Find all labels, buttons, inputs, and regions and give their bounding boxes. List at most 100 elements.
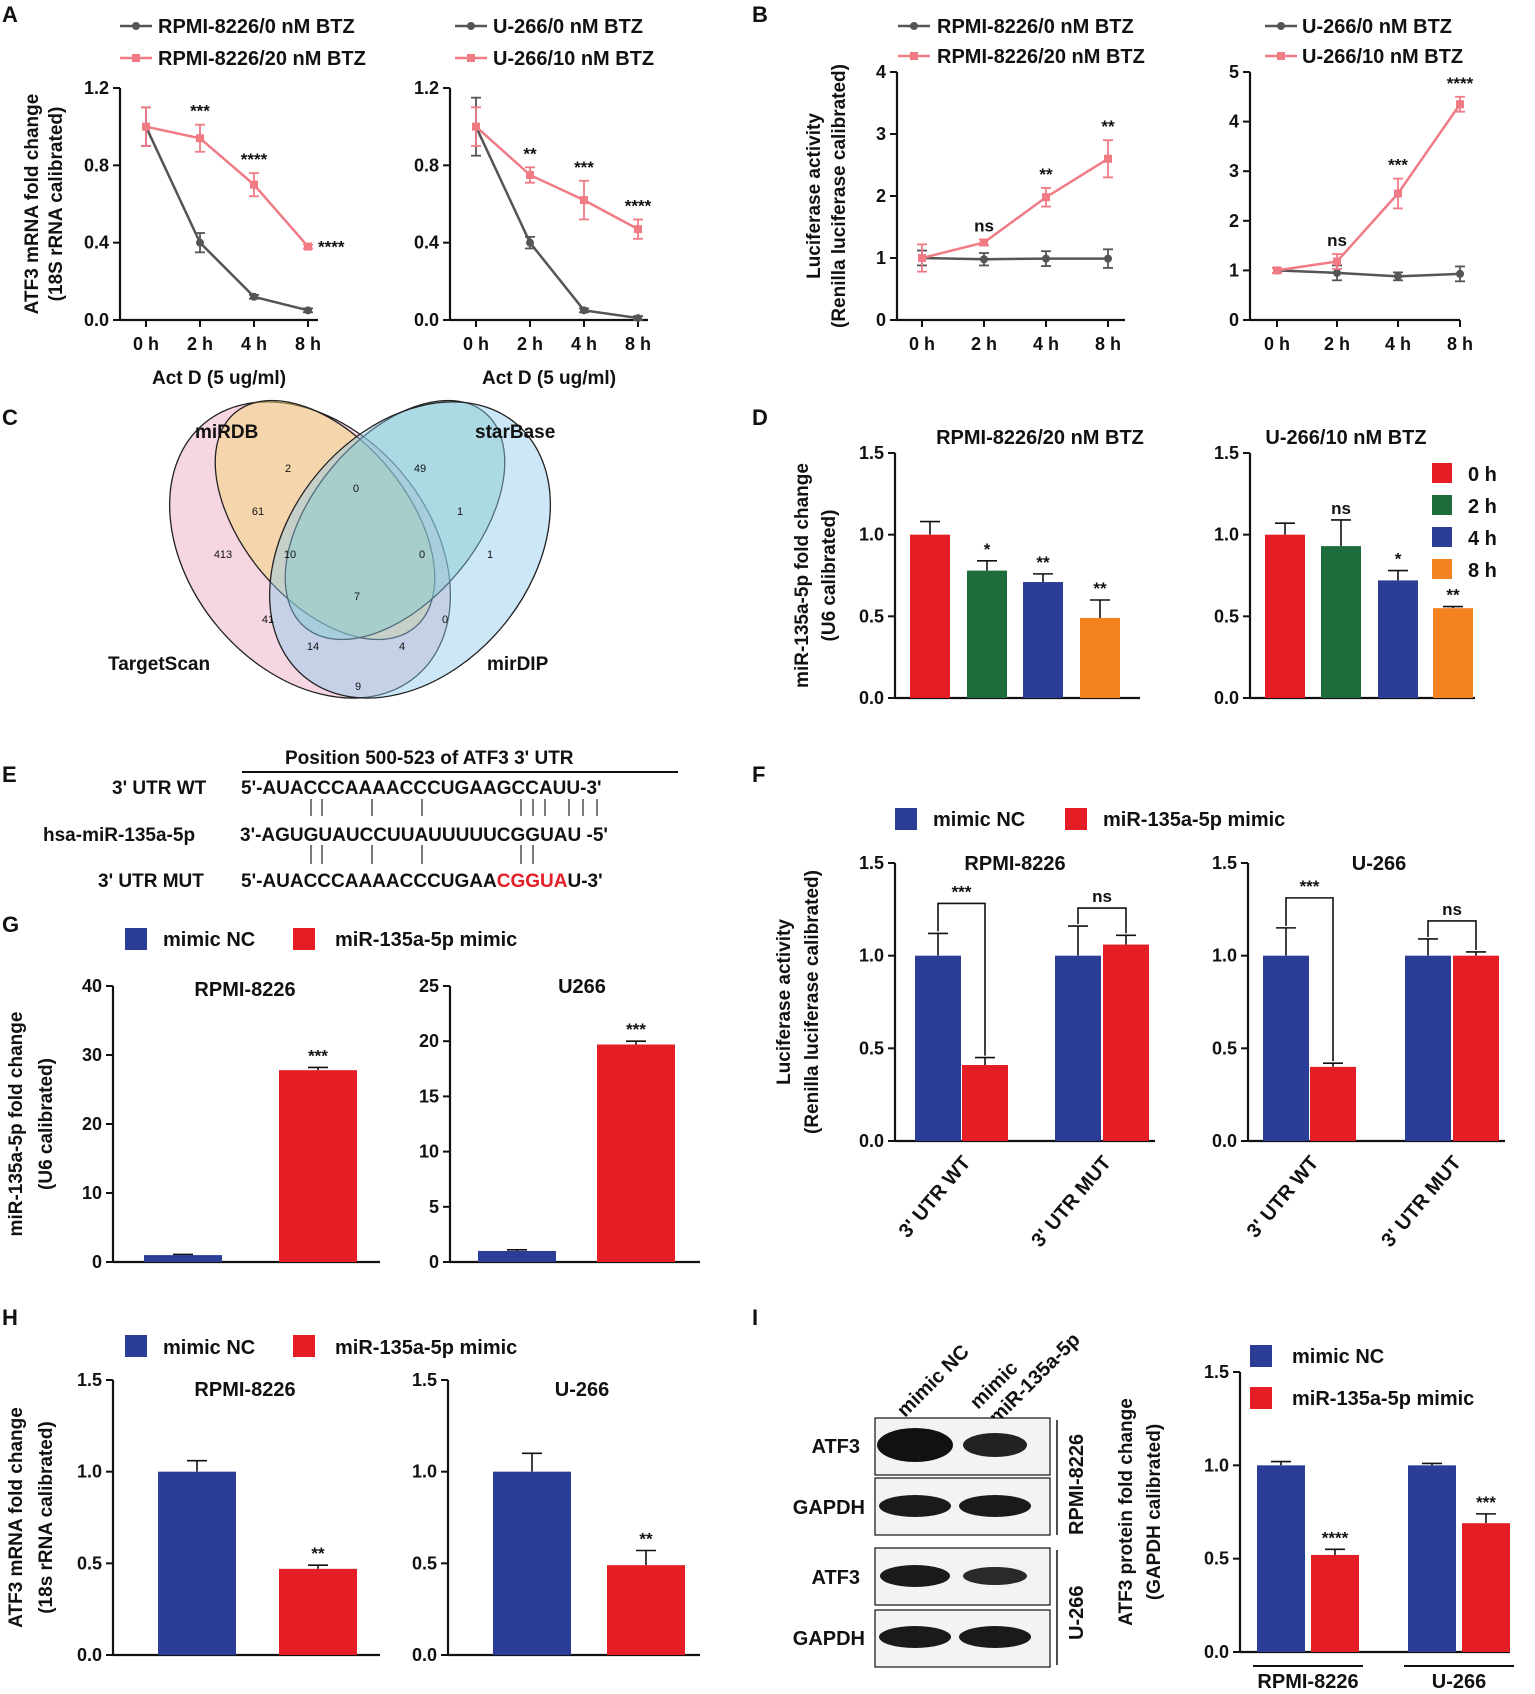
venn-ellipse-mirdip — [268, 401, 552, 699]
y-tick-label: 4 — [1229, 112, 1239, 132]
mut-sequence-mutated: CGGUA — [497, 871, 568, 892]
y-tick-label: 30 — [82, 1045, 102, 1065]
significance-label: ns — [974, 216, 994, 235]
legend-label: 8 h — [1468, 560, 1497, 582]
legend-label: RPMI-8226/0 nM BTZ — [158, 16, 355, 38]
data-point — [1394, 189, 1402, 198]
data-point — [526, 171, 534, 179]
data-point — [1104, 154, 1112, 163]
bar — [597, 1044, 675, 1262]
y-tick-label: 1.2 — [84, 78, 109, 98]
panel-letter-c: C — [2, 405, 18, 430]
y-tick-label: 10 — [82, 1183, 102, 1203]
venn-diagram: miRDB starBase TargetScan mirDIP 2 49 0 … — [108, 399, 555, 699]
bar — [910, 534, 950, 698]
bar — [1408, 1465, 1456, 1652]
y-axis-title: Luciferase activity — [774, 919, 795, 1085]
chart-a1: 0.0 0.4 0.8 1.2 ATF3 mRNA fold change (18S rR… — [22, 78, 345, 389]
y-tick-label: 1.5 — [77, 1370, 102, 1390]
significance-label: *** — [308, 1046, 328, 1065]
bar — [279, 1568, 357, 1655]
series-line — [1276, 269, 1461, 278]
venn-count: 9 — [355, 681, 361, 693]
bar — [144, 1255, 222, 1262]
blot-row-label: ATF3 — [811, 1436, 860, 1458]
data-point — [1456, 100, 1464, 109]
x-tick-label: 2 h — [1324, 334, 1350, 354]
blot-band — [963, 1567, 1027, 1585]
y-tick-label: 5 — [1229, 62, 1239, 82]
x-tick-label: 2 h — [517, 334, 543, 354]
panel-letter-d: D — [752, 405, 768, 430]
y-tick-label: 15 — [419, 1086, 439, 1106]
y-axis-title: miR-135a-5p fold change — [6, 1012, 27, 1237]
y-axis-title: ATF3 mRNA fold change — [22, 94, 43, 315]
venn-count: 0 — [419, 549, 425, 561]
blot-cell-label: RPMI-8226 — [1066, 1434, 1088, 1535]
x-tick-label: 0 h — [1264, 334, 1290, 354]
y-tick-label: 4 — [876, 62, 886, 82]
data-point — [634, 225, 642, 234]
blot-row-label: GAPDH — [793, 1628, 865, 1650]
legend-label: miR-135a-5p mimic — [1292, 1388, 1474, 1410]
legend-a2: U-266/0 nM BTZ U-266/10 nM BTZ — [455, 16, 654, 70]
y-tick-label: 1.0 — [412, 1462, 437, 1482]
legend-label: U-266/0 nM BTZ — [493, 16, 643, 38]
x-axis-title: Act D (5 ug/ml) — [482, 368, 616, 389]
significance-label: ns — [1331, 499, 1351, 518]
legend-label: U-266/10 nM BTZ — [493, 48, 654, 70]
significance-label: ** — [523, 144, 537, 163]
data-point — [304, 306, 312, 315]
mut-sequence: 5'-AUACCCAAAACCCUGAACGGUAU-3' — [241, 871, 603, 892]
venn-count: 14 — [307, 641, 319, 653]
legend-label: miR-135a-5p mimic — [335, 929, 517, 951]
venn-count: 0 — [353, 483, 359, 495]
blot-band — [959, 1626, 1031, 1648]
bar — [1462, 1523, 1510, 1652]
x-tick-label: 4 h — [571, 334, 597, 354]
significance-label: * — [1395, 550, 1402, 569]
y-tick-label: 1.0 — [1204, 1455, 1229, 1475]
panel-letter-g: G — [2, 912, 19, 937]
bar — [1433, 608, 1473, 698]
series-line — [1276, 103, 1462, 272]
legend-b1: RPMI-8226/0 nM BTZ RPMI-8226/20 nM BTZ — [898, 16, 1145, 68]
y-tick-label: 1 — [1229, 260, 1239, 280]
y-tick-label: 1.0 — [77, 1462, 102, 1482]
significance-label: *** — [574, 158, 594, 177]
legend-a1: RPMI-8226/0 nM BTZ RPMI-8226/20 nM BTZ — [120, 16, 366, 70]
y-tick-label: 1.5 — [859, 853, 884, 873]
data-point — [304, 242, 312, 251]
significance-label: ** — [1093, 579, 1107, 598]
significance-label: ** — [1036, 553, 1050, 572]
mir-label: hsa-miR-135a-5p — [43, 825, 195, 846]
data-point — [634, 314, 642, 323]
data-point — [980, 238, 988, 247]
significance-label: **** — [625, 196, 652, 215]
venn-count: 413 — [214, 549, 232, 561]
bar — [478, 1250, 556, 1262]
y-tick-label: 1 — [876, 248, 886, 268]
y-tick-label: 0 — [429, 1252, 439, 1272]
wt-label: 3' UTR WT — [112, 778, 207, 799]
significance-label: ns — [1092, 887, 1112, 906]
mut-sequence-prefix: 5'-AUACCCAAAACCCUGAA — [241, 871, 497, 892]
x-tick-label: 0 h — [909, 334, 935, 354]
y-tick-label: 0.4 — [414, 233, 439, 253]
y-tick-label: 0.5 — [77, 1553, 102, 1573]
series-line — [474, 126, 639, 320]
x-group-label: RPMI-8226 — [1257, 1671, 1358, 1693]
data-point — [526, 238, 534, 247]
legend-label: mimic NC — [1292, 1346, 1384, 1368]
significance-label: ** — [1039, 165, 1053, 184]
x-group-label: 3' UTR WT — [1243, 1152, 1324, 1242]
data-point — [980, 255, 988, 264]
y-tick-label: 0.0 — [859, 688, 884, 708]
y-tick-label: 0.5 — [1212, 1038, 1237, 1058]
venn-count: 4 — [399, 641, 405, 653]
chart-title: U-266/10 nM BTZ — [1265, 427, 1426, 449]
chart-b1: 0 1 2 3 4 Luciferase activity (Renilla lucifer… — [804, 62, 1125, 354]
blot-band — [963, 1433, 1027, 1457]
legend-label: mimic NC — [163, 1337, 255, 1359]
